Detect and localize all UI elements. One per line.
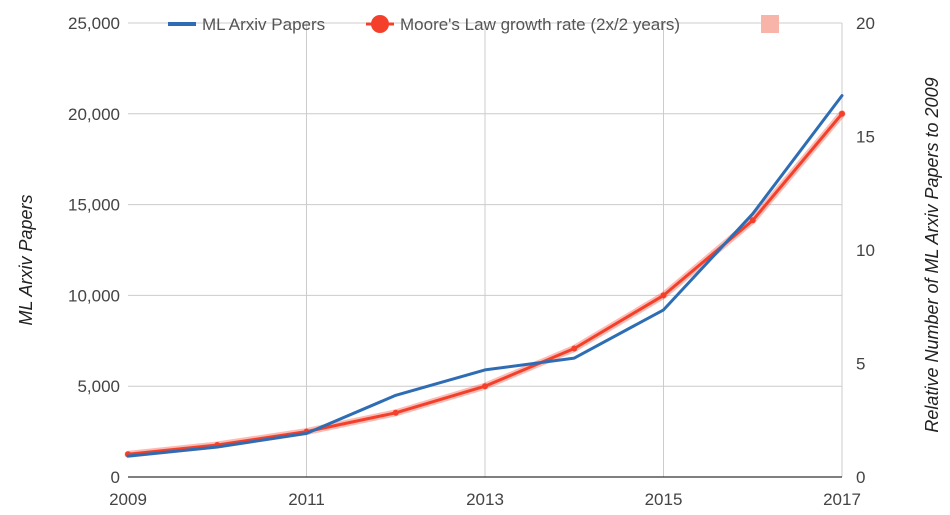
y-tick-label: 10,000: [68, 286, 120, 305]
y-tick-label: 25,000: [68, 14, 120, 33]
y-tick-label: 5,000: [77, 377, 120, 396]
data-point-ml-arxiv-papers: [483, 368, 487, 372]
data-point-ml-arxiv-papers: [573, 356, 576, 360]
data-point-moore-s-law-growth-rate-2x-2-years: [660, 292, 667, 299]
legend: ML Arxiv Papers Moore's Law growth rate …: [168, 15, 779, 34]
data-point-moore-s-law-growth-rate-2x-2-years: [571, 345, 578, 352]
data-point-ml-arxiv-papers: [751, 212, 754, 215]
x-tick-label: 2013: [466, 490, 504, 509]
axis-layer: 0 5,000 10,000 15,000 20,000 25,000 2009 2011 20…: [68, 14, 875, 509]
data-point-moore-s-law-growth-rate-2x-2-years: [392, 409, 399, 416]
data-point-ml-arxiv-papers: [216, 445, 219, 449]
data-point-moore-s-law-growth-rate-2x-2-years: [749, 217, 756, 224]
legend-label-moores-law: Moore's Law growth rate (2x/2 years): [400, 15, 680, 34]
x-tick-label: 2011: [288, 490, 325, 509]
legend-swatch-moores-law: [371, 15, 389, 33]
x-tick-label: 2015: [645, 490, 683, 509]
y-tick-label: 20,000: [68, 105, 120, 124]
y2-tick-label: 10: [856, 241, 875, 260]
data-point-moore-s-law-growth-rate-2x-2-years: [839, 110, 845, 117]
y2-tick-label: 5: [856, 355, 865, 374]
y-tick-label: 0: [111, 468, 120, 487]
y-tick-label: 15,000: [68, 196, 120, 215]
y-axis-title: ML Arxiv Papers: [16, 194, 36, 325]
legend-label-ml-arxiv-papers: ML Arxiv Papers: [202, 15, 325, 34]
legend-swatch-extra-square: [761, 15, 779, 33]
y2-axis-title: Relative Number of ML Arxiv Papers to 20…: [922, 77, 942, 432]
x-tick-label: 2017: [823, 490, 861, 509]
grid-layer: [128, 22, 843, 477]
data-point-ml-arxiv-papers: [126, 454, 130, 458]
data-point-ml-arxiv-papers: [840, 94, 844, 97]
data-point-ml-arxiv-papers: [394, 394, 397, 397]
y2-tick-label: 20: [856, 14, 875, 33]
data-point-ml-arxiv-papers: [662, 308, 665, 312]
data-point-ml-arxiv-papers: [305, 432, 308, 435]
y2-tick-label: 0: [856, 468, 865, 487]
series-layer: [124, 94, 846, 458]
data-point-moore-s-law-growth-rate-2x-2-years: [482, 383, 488, 390]
x-tick-label: 2009: [109, 490, 147, 509]
y2-tick-label: 15: [856, 128, 875, 147]
